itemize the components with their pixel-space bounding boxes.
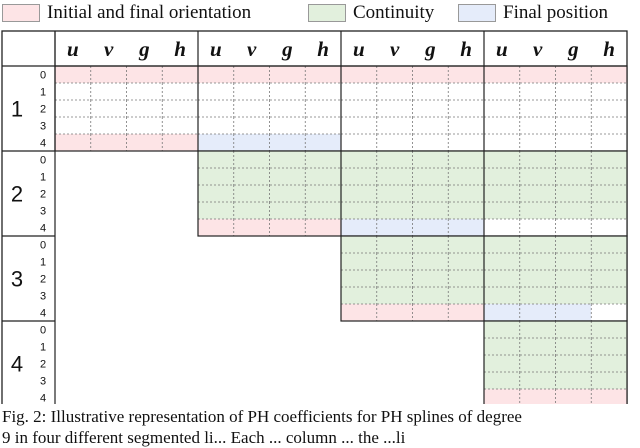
row-index-label: 2: [40, 359, 46, 371]
row-index-label: 3: [40, 291, 46, 303]
row-index-label: 2: [40, 189, 46, 201]
column-header-g: g: [567, 37, 579, 61]
cell-fill: [484, 389, 627, 404]
row-index-label: 1: [40, 87, 46, 99]
row-index-label: 1: [40, 257, 46, 269]
row-index-label: 0: [40, 240, 46, 252]
row-index-label: 2: [40, 104, 46, 116]
block-label: 3: [11, 267, 23, 292]
row-index-label: 0: [40, 155, 46, 167]
row-index-label: 3: [40, 121, 46, 133]
row-index-label: 0: [40, 325, 46, 337]
row-index-label: 1: [40, 172, 46, 184]
cell-fill: [591, 304, 627, 321]
legend-swatch-orientation: [2, 4, 40, 22]
block-region-outline: [483, 320, 628, 404]
caption-line-1: Fig. 2: Illustrative representation of P…: [2, 407, 522, 426]
caption-line-2: 9 in four different segmented li... Each…: [2, 428, 406, 447]
row-index-label: 4: [40, 393, 46, 405]
legend-swatch-position: [458, 4, 496, 22]
row-index-label: 4: [40, 138, 46, 150]
column-header-u: u: [210, 37, 222, 61]
column-header-h: h: [174, 37, 186, 61]
legend: Initial and final orientation Continuity…: [0, 0, 640, 28]
column-header-u: u: [353, 37, 365, 61]
block-label: 1: [11, 97, 23, 122]
column-header-g: g: [281, 37, 293, 61]
column-header-g: g: [138, 37, 150, 61]
legend-label-continuity: Continuity: [353, 2, 435, 23]
row-index-label: 2: [40, 274, 46, 286]
row-index-label: 4: [40, 308, 46, 320]
legend-item-orientation: Initial and final orientation: [2, 2, 252, 23]
column-header-h: h: [317, 37, 329, 61]
legend-item-position: Final position: [458, 2, 609, 23]
block-label: 4: [11, 352, 23, 377]
row-index-label: 4: [40, 223, 46, 235]
block-label: 2: [11, 182, 23, 207]
legend-item-continuity: Continuity: [308, 2, 435, 23]
column-header-v: v: [104, 37, 114, 61]
row-index-label: 0: [40, 70, 46, 82]
cell-fill: [484, 304, 592, 321]
column-header-u: u: [496, 37, 508, 61]
column-header-v: v: [390, 37, 400, 61]
figure-caption: Fig. 2: Illustrative representation of P…: [2, 406, 640, 447]
column-header-v: v: [247, 37, 257, 61]
column-header-g: g: [424, 37, 436, 61]
legend-label-position: Final position: [503, 2, 609, 23]
column-header-v: v: [533, 37, 543, 61]
column-header-h: h: [603, 37, 615, 61]
column-header-u: u: [67, 37, 79, 61]
row-index-label: 3: [40, 206, 46, 218]
row-index-label: 1: [40, 342, 46, 354]
row-index-label: 3: [40, 376, 46, 388]
legend-swatch-continuity: [308, 4, 346, 22]
legend-label-orientation: Initial and final orientation: [47, 2, 252, 23]
column-header-h: h: [460, 37, 472, 61]
